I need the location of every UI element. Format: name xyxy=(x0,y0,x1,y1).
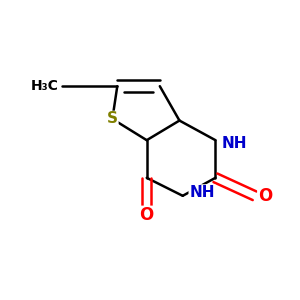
Text: NH: NH xyxy=(222,136,248,151)
Text: H₃C: H₃C xyxy=(31,79,58,93)
Text: O: O xyxy=(258,187,272,205)
Text: NH: NH xyxy=(189,185,215,200)
Text: O: O xyxy=(140,206,154,224)
Text: S: S xyxy=(107,111,118,126)
